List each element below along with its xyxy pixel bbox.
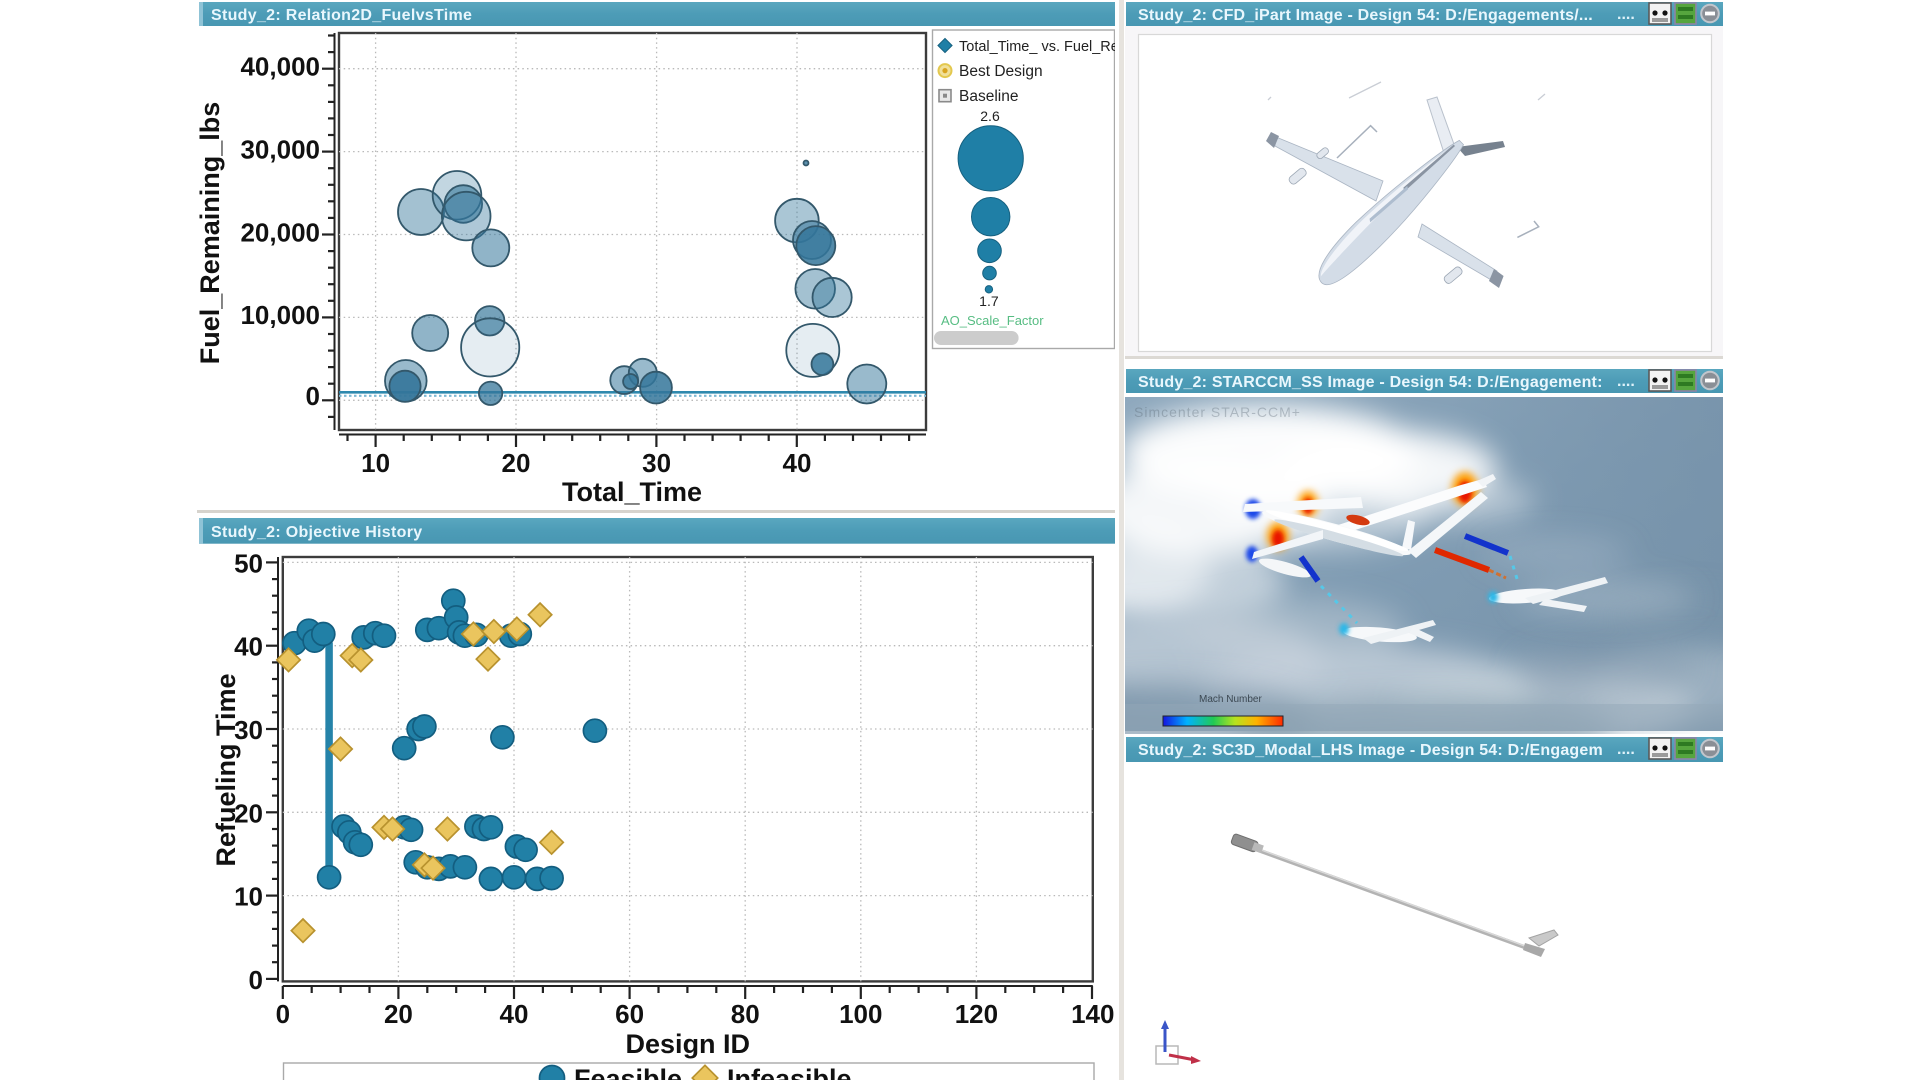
svg-text:140: 140	[1071, 999, 1114, 1029]
svg-text:20: 20	[384, 999, 413, 1029]
svg-text:20: 20	[502, 448, 531, 478]
svg-text:Baseline: Baseline	[959, 88, 1018, 105]
svg-text:Study_2: STARCCM_SS Image - De: Study_2: STARCCM_SS Image - Design 54: D…	[1138, 374, 1603, 391]
svg-text:Study_2: SC3D_Modal_LHS Image: Study_2: SC3D_Modal_LHS Image - Design 5…	[1138, 742, 1603, 759]
svg-text:40,000: 40,000	[240, 52, 320, 82]
svg-text:80: 80	[731, 999, 760, 1029]
svg-text:120: 120	[955, 999, 998, 1029]
svg-text:100: 100	[839, 999, 882, 1029]
svg-text:Refueling Time: Refueling Time	[211, 673, 241, 866]
svg-text:40: 40	[500, 999, 529, 1029]
svg-text:Study_2: CFD_iPart Image - Des: Study_2: CFD_iPart Image - Design 54: D:…	[1138, 7, 1593, 24]
svg-text:30,000: 30,000	[240, 134, 320, 164]
svg-text:0: 0	[249, 965, 263, 995]
svg-text:....: ....	[1617, 6, 1635, 23]
svg-text:....: ....	[1617, 373, 1635, 390]
svg-text:Best Design: Best Design	[959, 63, 1043, 80]
svg-text:Fuel_Remaining_lbs: Fuel_Remaining_lbs	[197, 102, 225, 365]
svg-text:60: 60	[615, 999, 644, 1029]
svg-text:10: 10	[361, 448, 390, 478]
svg-text:40: 40	[783, 448, 812, 478]
svg-text:0: 0	[306, 381, 320, 411]
svg-text:Total_Time_ vs. Fuel_Re: Total_Time_ vs. Fuel_Re	[959, 39, 1115, 55]
svg-text:30: 30	[642, 448, 671, 478]
svg-text:50: 50	[234, 548, 263, 578]
svg-text:20,000: 20,000	[240, 217, 320, 247]
svg-text:AO_Scale_Factor: AO_Scale_Factor	[941, 313, 1044, 328]
svg-text:30: 30	[234, 715, 263, 745]
svg-text:10: 10	[234, 882, 263, 912]
svg-text:20: 20	[234, 798, 263, 828]
svg-text:1.7: 1.7	[979, 293, 999, 309]
svg-text:10,000: 10,000	[240, 300, 320, 330]
svg-text:Mach Number: Mach Number	[1199, 694, 1262, 705]
svg-text:Design ID: Design ID	[626, 1029, 751, 1059]
svg-text:Simcenter STAR-CCM+: Simcenter STAR-CCM+	[1134, 404, 1301, 420]
svg-text:Infeasible: Infeasible	[727, 1064, 852, 1080]
svg-text:Study_2: Objective History: Study_2: Objective History	[211, 524, 422, 541]
svg-text:Total_Time: Total_Time	[562, 477, 702, 507]
svg-text:....: ....	[1617, 741, 1635, 758]
svg-text:0: 0	[276, 999, 290, 1029]
svg-text:Feasible: Feasible	[574, 1064, 682, 1080]
svg-text:2.6: 2.6	[980, 108, 1000, 124]
svg-text:40: 40	[234, 632, 263, 662]
svg-text:Study_2: Relation2D_FuelvsTime: Study_2: Relation2D_FuelvsTime	[211, 7, 472, 24]
